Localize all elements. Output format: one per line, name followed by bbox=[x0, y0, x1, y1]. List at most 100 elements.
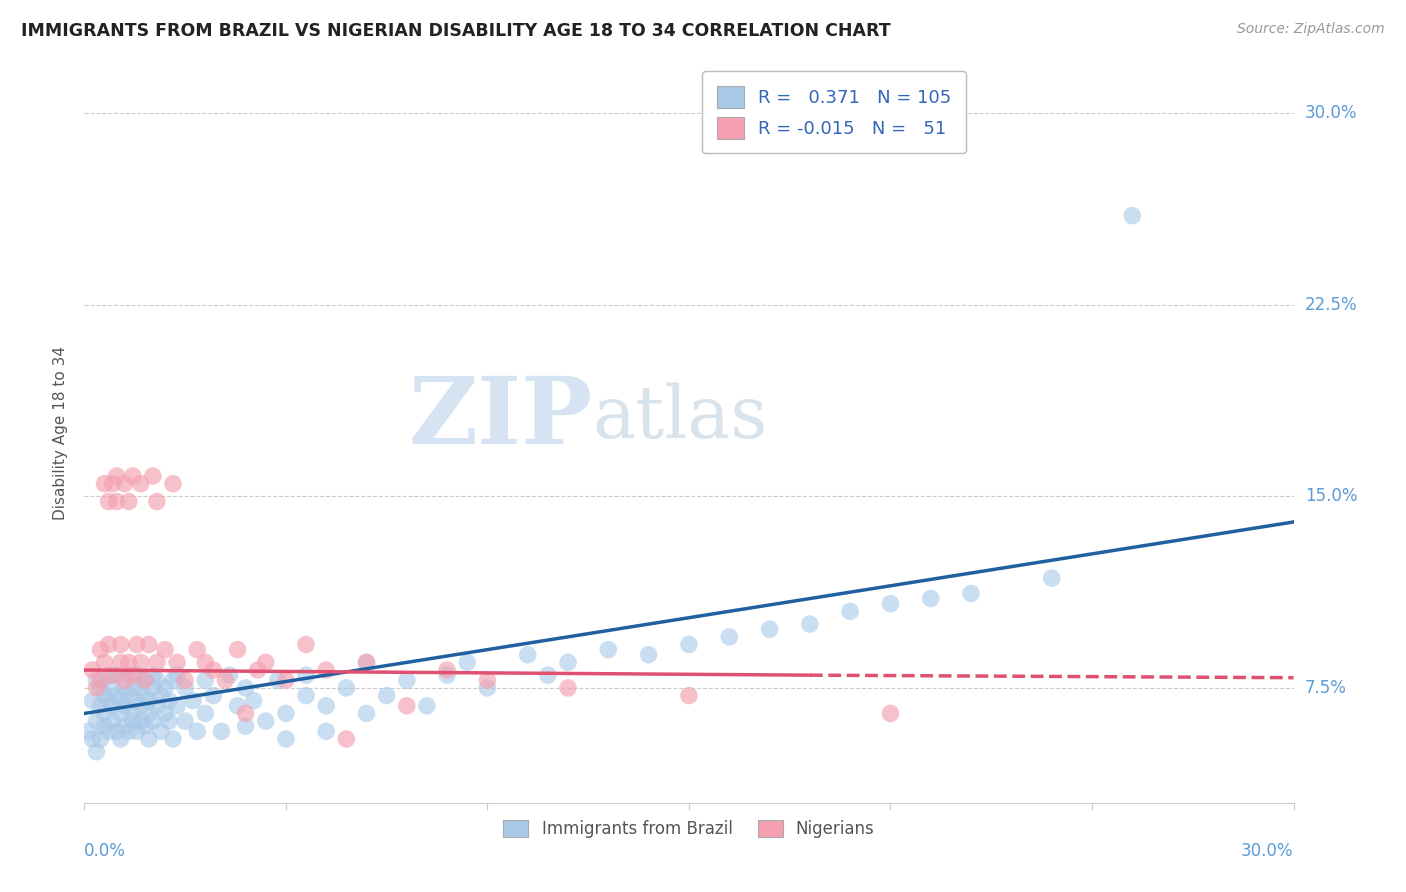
Point bbox=[101, 476, 124, 491]
Point bbox=[295, 638, 318, 652]
Point bbox=[335, 731, 357, 746]
Point bbox=[105, 724, 128, 739]
Text: atlas: atlas bbox=[592, 383, 768, 453]
Point bbox=[125, 694, 148, 708]
Point bbox=[97, 494, 120, 508]
Point bbox=[879, 706, 901, 721]
Point bbox=[537, 668, 560, 682]
Point bbox=[235, 681, 257, 695]
Point bbox=[114, 673, 136, 688]
Point bbox=[174, 714, 197, 728]
Point bbox=[315, 724, 337, 739]
Point bbox=[166, 656, 188, 670]
Point bbox=[295, 668, 318, 682]
Point bbox=[395, 673, 418, 688]
Point bbox=[129, 476, 152, 491]
Point bbox=[101, 668, 124, 682]
Point bbox=[718, 630, 741, 644]
Text: 22.5%: 22.5% bbox=[1305, 296, 1357, 314]
Point bbox=[118, 668, 141, 682]
Point bbox=[138, 706, 160, 721]
Point bbox=[295, 689, 318, 703]
Point bbox=[97, 668, 120, 682]
Text: ZIP: ZIP bbox=[408, 373, 592, 463]
Point bbox=[149, 724, 172, 739]
Point bbox=[86, 745, 108, 759]
Point bbox=[114, 681, 136, 695]
Point bbox=[121, 706, 143, 721]
Point bbox=[166, 698, 188, 713]
Point bbox=[226, 642, 249, 657]
Point bbox=[89, 681, 111, 695]
Point bbox=[209, 724, 232, 739]
Point bbox=[89, 642, 111, 657]
Point bbox=[118, 494, 141, 508]
Point bbox=[235, 719, 257, 733]
Y-axis label: Disability Age 18 to 34: Disability Age 18 to 34 bbox=[53, 345, 69, 520]
Point bbox=[218, 668, 240, 682]
Point bbox=[89, 698, 111, 713]
Point bbox=[226, 698, 249, 713]
Point bbox=[138, 694, 160, 708]
Point bbox=[799, 617, 821, 632]
Point bbox=[105, 469, 128, 483]
Point bbox=[134, 673, 156, 688]
Point bbox=[118, 689, 141, 703]
Point bbox=[758, 622, 780, 636]
Point bbox=[598, 642, 620, 657]
Point bbox=[174, 673, 197, 688]
Point bbox=[162, 476, 184, 491]
Point bbox=[82, 731, 104, 746]
Point bbox=[86, 673, 108, 688]
Point bbox=[142, 469, 165, 483]
Point bbox=[477, 681, 499, 695]
Point bbox=[557, 656, 579, 670]
Point bbox=[416, 698, 439, 713]
Point bbox=[202, 663, 225, 677]
Point bbox=[129, 714, 152, 728]
Point bbox=[146, 656, 169, 670]
Point bbox=[315, 663, 337, 677]
Point bbox=[129, 698, 152, 713]
Point bbox=[242, 694, 264, 708]
Point bbox=[146, 673, 169, 688]
Point bbox=[375, 689, 398, 703]
Point bbox=[194, 706, 217, 721]
Point bbox=[110, 706, 132, 721]
Point bbox=[186, 642, 208, 657]
Point bbox=[274, 673, 297, 688]
Point bbox=[93, 656, 115, 670]
Point bbox=[153, 706, 176, 721]
Point bbox=[118, 724, 141, 739]
Point bbox=[142, 681, 165, 695]
Point bbox=[129, 681, 152, 695]
Point bbox=[1121, 209, 1143, 223]
Text: 0.0%: 0.0% bbox=[84, 842, 127, 860]
Point bbox=[89, 673, 111, 688]
Point bbox=[254, 656, 277, 670]
Point bbox=[436, 668, 458, 682]
Point bbox=[142, 714, 165, 728]
Point bbox=[267, 673, 290, 688]
Point bbox=[356, 656, 378, 670]
Point bbox=[194, 656, 217, 670]
Point bbox=[105, 494, 128, 508]
Point bbox=[114, 476, 136, 491]
Text: 15.0%: 15.0% bbox=[1305, 487, 1357, 506]
Point bbox=[97, 694, 120, 708]
Point bbox=[101, 681, 124, 695]
Point bbox=[274, 731, 297, 746]
Point bbox=[162, 673, 184, 688]
Point bbox=[235, 706, 257, 721]
Point bbox=[920, 591, 942, 606]
Point bbox=[960, 586, 983, 600]
Point bbox=[97, 638, 120, 652]
Point bbox=[93, 719, 115, 733]
Point bbox=[118, 656, 141, 670]
Point bbox=[149, 689, 172, 703]
Point bbox=[86, 714, 108, 728]
Point bbox=[214, 673, 236, 688]
Point bbox=[142, 668, 165, 682]
Point bbox=[335, 681, 357, 695]
Point bbox=[557, 681, 579, 695]
